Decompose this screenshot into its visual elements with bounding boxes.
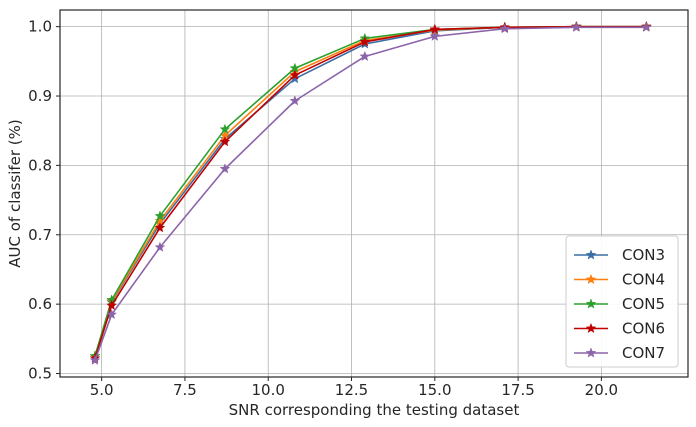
legend-label-con4: CON4 [622,271,665,289]
legend-label-con7: CON7 [622,344,665,362]
legend-item-con4: CON4 [574,271,665,289]
data-point-con6 [106,299,118,311]
legend-marker-con6 [585,322,597,334]
x-tick-label: 10.0 [252,381,285,399]
y-tick-label: 0.8 [28,156,52,174]
x-tick-label: 20.0 [585,381,618,399]
x-tick-label: 7.5 [173,381,197,399]
legend-item-con6: CON6 [574,320,665,338]
y-tick-label: 0.7 [28,226,52,244]
data-point-con3 [289,72,301,84]
legend-marker-con4 [585,273,597,285]
data-point-con5 [219,123,231,134]
legend-marker-con5 [585,298,597,309]
y-axis-label: AUC of classifer (%) [6,119,24,268]
data-point-con7 [89,354,101,365]
axis-ticks: 5.0 7.5 10.0 12.5 15.0 17.5 20.0 0.5 0.6 0.7 0.8 0.… [28,18,618,399]
data-point-con7 [499,23,511,34]
series-layer [89,20,652,365]
legend-marker-con3 [585,249,597,260]
data-point-con7 [640,21,652,32]
legend-label-con6: CON6 [622,320,665,338]
legend-item-con5: CON5 [574,295,665,313]
y-tick-label: 0.9 [28,87,52,105]
y-tick-label: 1.0 [28,18,52,36]
x-tick-label: 5.0 [90,381,114,399]
data-point-con7 [429,30,441,41]
data-point-con7 [359,50,371,62]
data-point-con7 [570,21,582,32]
legend-item-con7: CON7 [574,344,665,362]
data-point-con7 [289,95,301,106]
data-point-con6 [359,36,371,47]
data-point-con5 [154,210,166,221]
legend-item-con3: CON3 [574,246,665,264]
data-point-con7 [154,241,166,252]
x-tick-label: 17.5 [501,381,534,399]
legend-marker-con7 [585,347,597,358]
series-con7 [89,21,652,365]
y-tick-label: 0.5 [28,365,52,383]
x-tick-label: 12.5 [335,381,368,399]
data-point-con6 [219,136,231,147]
legend: CON3 CON4 CON5 CON6 CON7 [565,235,679,368]
data-point-con7 [106,308,118,320]
data-point-con7 [219,163,231,174]
legend-box [565,235,679,368]
legend-label-con3: CON3 [622,246,665,264]
data-point-con6 [289,69,301,80]
data-point-con6 [154,222,166,233]
y-tick-label: 0.6 [28,295,52,313]
x-tick-label: 15.0 [418,381,451,399]
x-axis-label: SNR corresponding the testing dataset [229,401,520,419]
legend-label-con5: CON5 [622,295,665,313]
series-line-con7 [94,26,647,361]
plot-frame [59,9,689,378]
series-line-con6 [94,25,647,359]
